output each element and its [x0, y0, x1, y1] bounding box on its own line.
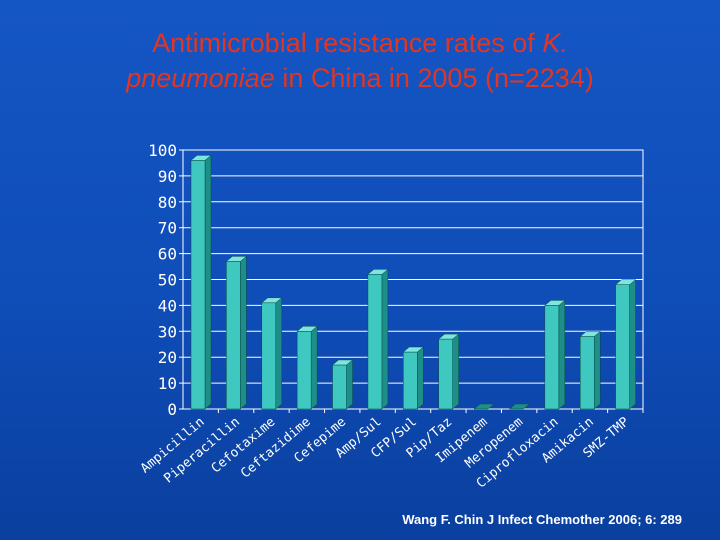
bar — [190, 160, 206, 410]
bar — [332, 364, 347, 410]
bar — [615, 284, 630, 410]
title-line-2: pneumoniae in China in 2005 (n=2234) — [0, 61, 720, 96]
bar-side — [629, 279, 636, 410]
bar-side — [452, 333, 459, 410]
bar-base — [473, 403, 495, 410]
bar-top — [225, 256, 248, 262]
bar — [226, 261, 241, 410]
bar-top — [438, 333, 460, 340]
bar-side — [558, 299, 566, 410]
bar-side — [593, 330, 601, 410]
bar-side — [240, 255, 247, 410]
bar — [403, 351, 418, 410]
y-tick-label: 40 — [158, 296, 177, 315]
title-italic-genus: K. — [542, 28, 568, 58]
y-tick-label: 0 — [167, 400, 177, 419]
title-line-1: Antimicrobial resistance rates of K. — [0, 26, 720, 61]
citation: Wang F. Chin J Infect Chemother 2006; 6:… — [402, 512, 682, 527]
bar — [367, 274, 383, 410]
title-text: Antimicrobial resistance rates of — [152, 28, 543, 58]
bar — [579, 336, 595, 410]
y-tick-label: 30 — [158, 322, 177, 341]
bar — [296, 331, 312, 410]
bar-side — [381, 268, 389, 410]
bar — [544, 305, 560, 410]
y-tick-label: 100 — [148, 141, 177, 160]
bar-top — [190, 155, 212, 161]
y-tick-label: 50 — [158, 271, 177, 290]
bar — [438, 338, 453, 410]
y-tick-label: 90 — [158, 167, 177, 186]
bar-top — [402, 346, 424, 353]
bar-top — [261, 297, 283, 304]
bar-top — [579, 331, 601, 337]
y-tick-label: 60 — [158, 245, 177, 264]
y-tick-label: 10 — [158, 374, 177, 393]
y-tick-label: 80 — [158, 193, 177, 212]
title-text-rest: in China in 2005 (n=2234) — [274, 63, 594, 93]
bar-top — [614, 279, 637, 285]
y-tick-label: 70 — [158, 219, 177, 238]
y-tick-label: 20 — [158, 348, 177, 367]
bar-side — [204, 154, 212, 410]
bar-top — [367, 269, 389, 275]
bar-side — [346, 359, 353, 410]
title-italic-species: pneumoniae — [126, 63, 275, 93]
slide-title: Antimicrobial resistance rates of K. pne… — [0, 26, 720, 96]
bar-side — [417, 346, 424, 410]
bar-side — [275, 297, 283, 410]
bar-side — [310, 325, 318, 410]
bar — [261, 302, 277, 410]
bar-base — [508, 403, 531, 410]
bar-top — [544, 300, 566, 306]
bar-top — [331, 359, 354, 366]
bar-top — [296, 326, 318, 332]
